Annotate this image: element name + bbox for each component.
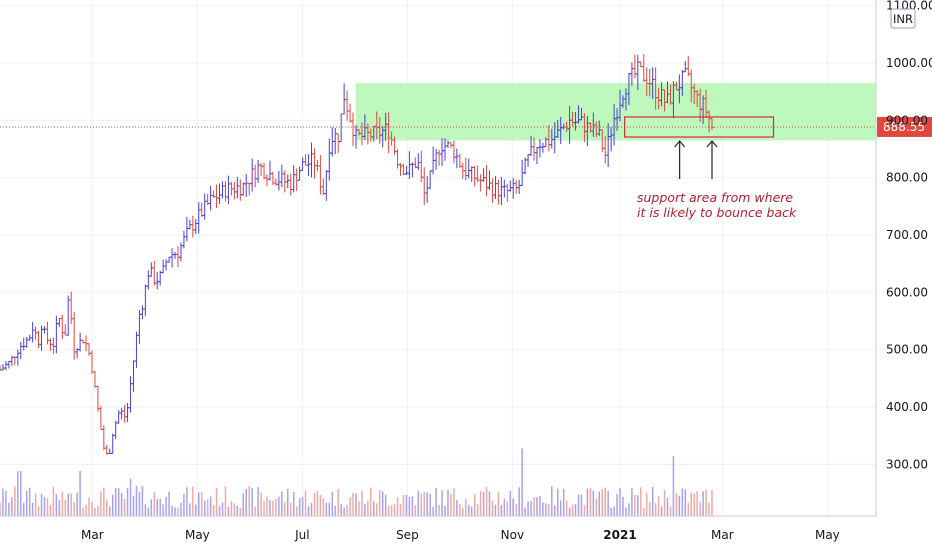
arrow-head <box>674 140 686 148</box>
x-tick-label: Mar <box>81 528 104 542</box>
last-price-badge <box>877 116 932 137</box>
x-tick-label: Sep <box>396 528 419 542</box>
y-tick-label: 800.00 <box>886 171 928 185</box>
x-tick-label: Mar <box>711 528 734 542</box>
grid <box>0 0 876 516</box>
currency-badge: INR <box>893 12 913 26</box>
x-tick-label: Nov <box>501 528 524 542</box>
support-box <box>624 116 775 138</box>
last-price-label: 888.55 <box>883 120 925 134</box>
currency-badge-box <box>890 8 916 29</box>
annotation-line-1: support area from where <box>637 190 793 205</box>
annotation-line-2: it is likely to bounce back <box>637 205 797 220</box>
ohlc-bars <box>0 53 714 455</box>
axes: 1100.001000.00900.00800.00700.00600.0050… <box>0 0 932 542</box>
y-tick-label: 1000.00 <box>886 56 932 70</box>
x-tick-label: May <box>815 528 840 542</box>
support-zone <box>356 83 876 141</box>
y-tick-label: 500.00 <box>886 343 928 357</box>
volume-bars <box>0 448 713 516</box>
x-tick-label: Jul <box>294 528 309 542</box>
x-tick-label: 2021 <box>603 528 636 542</box>
support-zone-layer <box>356 83 876 141</box>
y-tick-label: 900.00 <box>886 113 928 127</box>
y-tick-label: 300.00 <box>886 457 928 471</box>
x-tick-label: May <box>185 528 210 542</box>
y-tick-label: 700.00 <box>886 228 928 242</box>
arrow-head <box>706 140 718 148</box>
y-tick-label: 600.00 <box>886 285 928 299</box>
y-tick-label: 400.00 <box>886 400 928 414</box>
